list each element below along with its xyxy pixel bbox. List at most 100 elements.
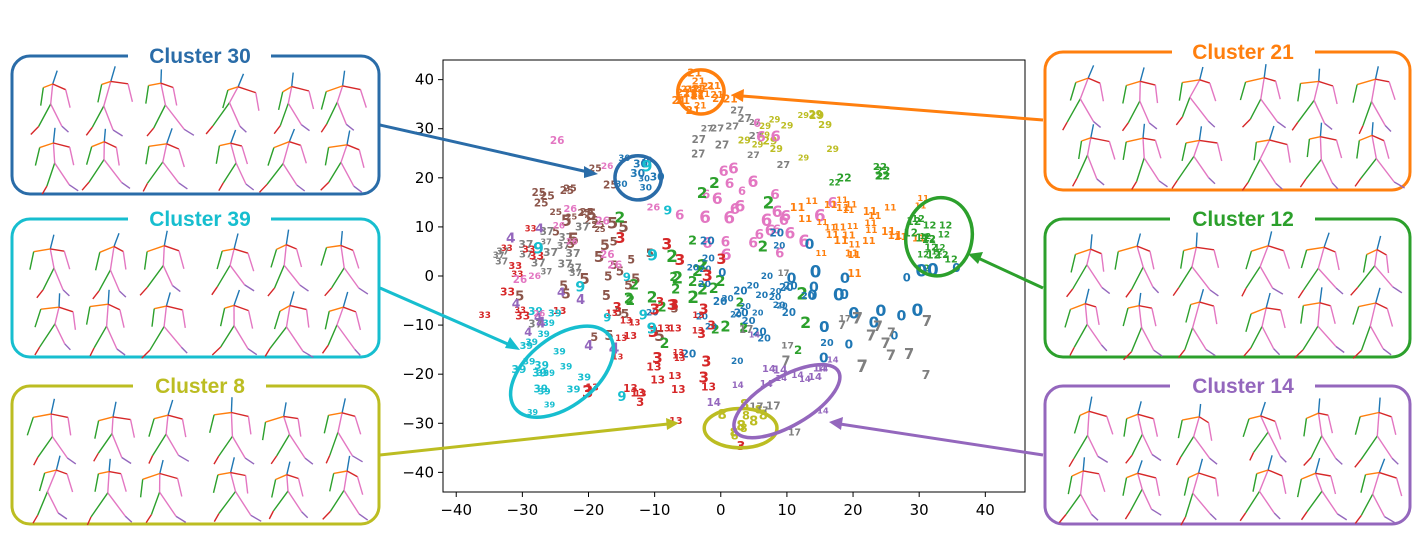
y-tick-label: 40 bbox=[415, 71, 434, 89]
scatter-point: 29 bbox=[758, 129, 770, 139]
pose-limb bbox=[1268, 125, 1275, 141]
pose-limb bbox=[324, 147, 330, 166]
pose-limb bbox=[289, 304, 307, 311]
scatter-point: 29 bbox=[797, 110, 809, 120]
scatter-point: 13 bbox=[612, 352, 624, 362]
scatter-point: 13 bbox=[650, 375, 665, 387]
pose-limb bbox=[1291, 121, 1299, 131]
pose-limb bbox=[1193, 140, 1201, 157]
scatter-point: 11 bbox=[868, 211, 881, 222]
pose-limb bbox=[324, 287, 333, 297]
scatter-point: 6 bbox=[761, 211, 773, 230]
pose-limb bbox=[328, 412, 343, 416]
pose-limb bbox=[356, 476, 364, 495]
pose-limb bbox=[164, 245, 180, 252]
scatter-point: 6 bbox=[784, 225, 795, 243]
scatter-point: 4 bbox=[534, 311, 542, 325]
pose-limb bbox=[37, 436, 53, 458]
scatter-point: 27 bbox=[710, 123, 724, 134]
pose-limb bbox=[1267, 245, 1284, 252]
scatter-point: 20 bbox=[733, 286, 747, 297]
pose-limb bbox=[1395, 477, 1403, 497]
pose-limb bbox=[139, 479, 144, 498]
pose-limb bbox=[1131, 266, 1144, 290]
pose-limb bbox=[1073, 324, 1088, 348]
scatter-point: 33 bbox=[511, 270, 523, 280]
scatter-point: 12 bbox=[931, 247, 942, 257]
pose-limb bbox=[1125, 288, 1133, 298]
x-tick-label: −40 bbox=[440, 501, 472, 519]
pose-limb bbox=[148, 82, 162, 87]
pose-limb bbox=[39, 142, 54, 149]
pose-limb bbox=[1260, 98, 1278, 123]
pose-limb bbox=[1139, 81, 1141, 102]
scatter-point: 3 bbox=[702, 266, 713, 285]
pose-limb bbox=[212, 102, 231, 127]
pose-limb bbox=[1253, 142, 1257, 161]
pose-limb bbox=[1076, 154, 1089, 179]
scatter-point: 9 bbox=[603, 311, 611, 325]
pose-limb bbox=[46, 162, 56, 187]
pose-limb bbox=[1199, 66, 1204, 80]
scatter-point: 11 bbox=[847, 269, 861, 280]
arrow-cluster-21 bbox=[741, 94, 1044, 122]
pose-limb bbox=[1075, 77, 1089, 84]
scatter-point: 11 bbox=[836, 203, 850, 214]
pose-limb bbox=[29, 251, 35, 270]
pose-limb bbox=[149, 326, 165, 351]
scatter-point: 20 bbox=[705, 323, 717, 333]
pose-limb bbox=[229, 264, 246, 286]
scatter-point: 0 bbox=[897, 308, 907, 324]
pose-limb bbox=[1137, 472, 1157, 479]
pose-limb bbox=[1327, 415, 1334, 434]
scatter-point: 30 bbox=[641, 155, 653, 165]
pose-limb bbox=[1243, 347, 1252, 357]
scatter-point: 4 bbox=[512, 296, 521, 311]
pose-limb bbox=[1383, 140, 1390, 159]
cluster-ellipse bbox=[613, 153, 664, 202]
panel-title: Cluster 39 bbox=[149, 208, 251, 231]
pose-limb bbox=[107, 289, 110, 305]
scatter-point: 2 bbox=[758, 238, 768, 256]
pose-limb bbox=[1178, 266, 1193, 288]
pose-limb bbox=[1122, 141, 1127, 161]
pose-limb bbox=[119, 290, 127, 298]
pose-limb bbox=[116, 348, 126, 356]
pose-limb bbox=[1181, 142, 1187, 162]
scatter-point: 37 bbox=[495, 256, 508, 267]
pose-limb bbox=[109, 269, 121, 292]
scatter-point: 12 bbox=[934, 243, 946, 253]
pose-limb bbox=[1126, 472, 1138, 479]
scatter-point: 5 bbox=[552, 226, 560, 239]
pose-limb bbox=[1241, 287, 1247, 297]
cluster-ellipse bbox=[676, 68, 726, 116]
pose-limb bbox=[162, 245, 165, 266]
pose-limb bbox=[103, 81, 112, 107]
scatter-point: 9 bbox=[641, 157, 652, 176]
pose-limb bbox=[1189, 96, 1209, 122]
pose-limb bbox=[1360, 435, 1378, 460]
pose-limb bbox=[279, 103, 289, 126]
pose-limb bbox=[354, 416, 362, 435]
pose-limb bbox=[49, 234, 55, 250]
scatter-point: 11 bbox=[833, 234, 848, 247]
pose-limb bbox=[321, 344, 329, 354]
pose-limb bbox=[234, 491, 252, 516]
pose-limb bbox=[1205, 349, 1216, 357]
scatter-point: 6 bbox=[765, 222, 776, 240]
pose-limb bbox=[291, 85, 310, 92]
panel-frame bbox=[1043, 217, 1412, 359]
pose-limb bbox=[346, 455, 351, 472]
pose-limb bbox=[1245, 77, 1265, 83]
pose-limb bbox=[1158, 180, 1168, 188]
pose-limb bbox=[50, 248, 65, 252]
pose-limb bbox=[1191, 266, 1211, 291]
pose-limb bbox=[1139, 67, 1145, 82]
pose-limb bbox=[325, 101, 338, 125]
pose-limb bbox=[286, 244, 297, 250]
pose-limb bbox=[112, 416, 131, 421]
pose-limb bbox=[33, 456, 39, 466]
pose-limb bbox=[1071, 177, 1078, 187]
pose-limb bbox=[300, 145, 307, 164]
pose-limb bbox=[343, 267, 360, 289]
